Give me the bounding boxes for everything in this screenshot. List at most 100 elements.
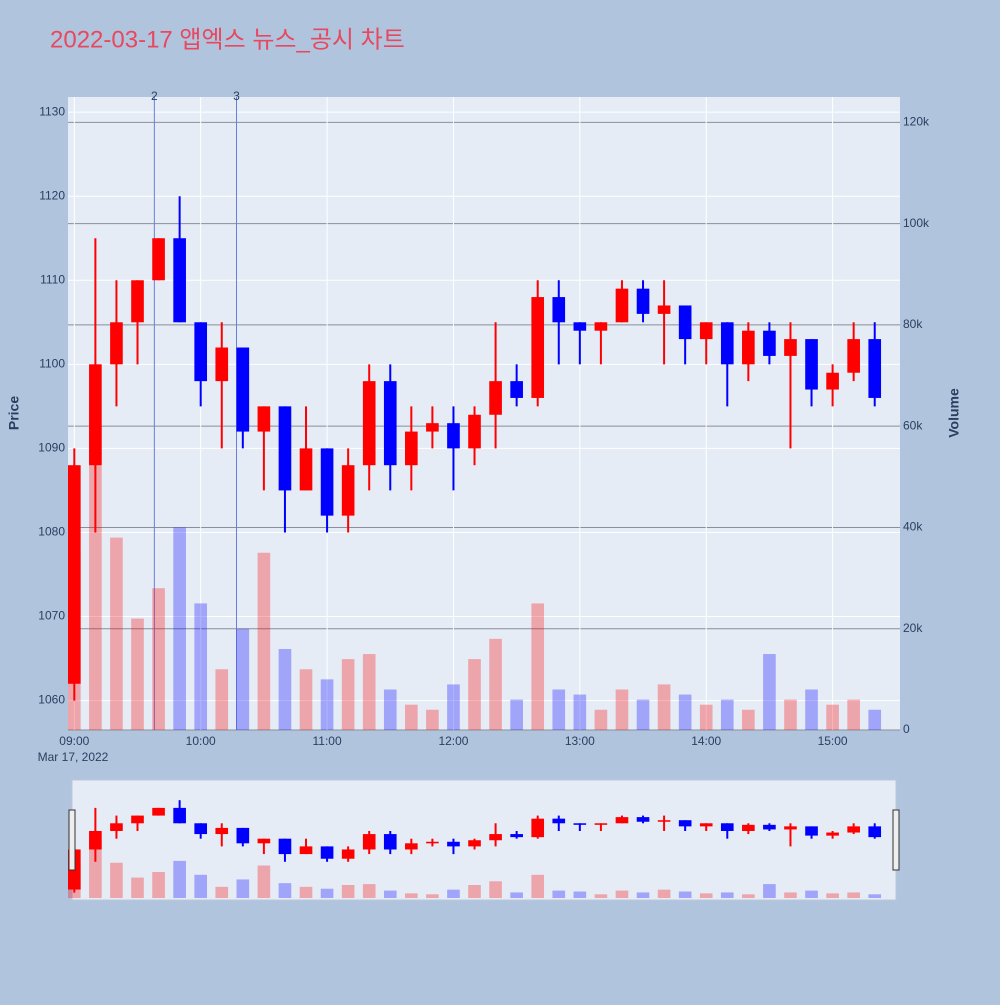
volume-bar: [341, 659, 355, 730]
candle-body: [341, 465, 355, 516]
volume-bar: [847, 699, 860, 730]
candle-body: [868, 826, 882, 838]
candle-body: [362, 834, 376, 850]
volume-bar: [320, 888, 334, 898]
candle-body: [615, 817, 629, 824]
candle-body: [194, 322, 208, 382]
candle-body: [426, 841, 439, 844]
candle-body: [615, 288, 629, 323]
volume-bar: [615, 689, 629, 730]
volume-bar: [636, 892, 650, 898]
candle-body: [531, 297, 545, 398]
candle-body: [742, 330, 755, 365]
candle-body: [657, 305, 671, 314]
volume-bar: [573, 891, 587, 898]
candle-body: [110, 823, 123, 831]
candle-body: [299, 846, 313, 855]
volume-bar: [236, 879, 250, 898]
candle-body: [173, 238, 186, 323]
candle-body: [826, 832, 839, 836]
candle-body: [299, 448, 313, 491]
volume-bar: [699, 893, 713, 898]
candle-body: [699, 322, 713, 340]
candle-body: [573, 322, 587, 331]
candle-body: [636, 817, 650, 822]
annotation-label: 3: [233, 89, 240, 103]
volume-bar: [131, 618, 144, 730]
volume-bar: [468, 885, 481, 898]
y-axis-title: Price: [6, 396, 22, 430]
volume-bar: [742, 894, 755, 898]
volume-bar: [636, 699, 650, 730]
candle-body: [215, 827, 229, 835]
volume-bar: [594, 709, 608, 730]
candle-body: [468, 840, 481, 847]
volume-bar: [320, 679, 334, 730]
volume-bar: [699, 704, 713, 730]
y-tick-label: 1100: [39, 356, 65, 370]
y2-axis-title: Volume: [946, 388, 962, 438]
candle-body: [784, 339, 797, 356]
candle-body: [868, 339, 882, 398]
y-tick-label: 1070: [38, 609, 65, 623]
candle-body: [805, 826, 818, 836]
candle-body: [826, 372, 839, 390]
volume-bar: [763, 884, 776, 898]
volume-bar: [489, 881, 502, 898]
volume-bar: [531, 874, 545, 898]
volume-bar: [278, 648, 292, 730]
volume-bar: [194, 874, 208, 898]
candle-body: [510, 381, 523, 398]
volume-bar: [657, 889, 671, 898]
volume-bar: [531, 603, 545, 730]
volume-bar: [510, 699, 523, 730]
chart-title: 2022-03-17 앱엑스 뉴스_공시 차트: [50, 26, 405, 53]
slider-handle[interactable]: [892, 809, 900, 871]
x-tick-label: 14:00: [691, 734, 721, 748]
candle-body: [215, 347, 229, 382]
candle-body: [552, 297, 566, 323]
volume-bar: [615, 890, 629, 898]
volume-bar: [405, 893, 418, 898]
candle-body: [720, 322, 734, 365]
volume-bar: [257, 865, 271, 898]
x-tick-label: 13:00: [565, 734, 595, 748]
x-tick-label: 09:00: [59, 734, 89, 748]
volume-bar: [110, 862, 123, 898]
candle-body: [341, 849, 355, 859]
volume-bar: [468, 659, 481, 730]
volume-bar: [299, 669, 313, 730]
y-tick-label: 1060: [38, 693, 65, 707]
volume-bar: [678, 694, 692, 730]
volume-bar: [868, 894, 882, 898]
slider-handle[interactable]: [68, 809, 76, 871]
volume-bar: [278, 883, 292, 898]
volume-bar: [742, 709, 755, 730]
candle-body: [489, 834, 502, 841]
volume-bar: [89, 426, 102, 730]
candle-body: [173, 807, 186, 824]
candle-body: [636, 288, 650, 314]
candle-body: [594, 322, 608, 331]
candle-body: [763, 330, 776, 356]
x-tick-label: 12:00: [438, 734, 468, 748]
candle-body: [89, 364, 102, 466]
volume-bar: [594, 894, 608, 898]
candle-body: [447, 423, 460, 449]
candle-body: [110, 322, 123, 365]
volume-bar: [720, 699, 734, 730]
candle-body: [847, 339, 860, 373]
candle-body: [763, 824, 776, 830]
x-date-label: Mar 17, 2022: [38, 750, 109, 764]
volume-bar: [215, 669, 229, 730]
volume-bar: [257, 552, 271, 730]
candle-body: [194, 823, 208, 835]
volume-bar: [447, 684, 460, 730]
y-tick-label: 1080: [38, 525, 65, 539]
y2-tick-label: 20k: [903, 621, 923, 635]
range-slider[interactable]: [71, 779, 897, 901]
volume-bar: [657, 684, 671, 730]
volume-bar: [784, 892, 797, 898]
candle-body: [236, 827, 250, 844]
